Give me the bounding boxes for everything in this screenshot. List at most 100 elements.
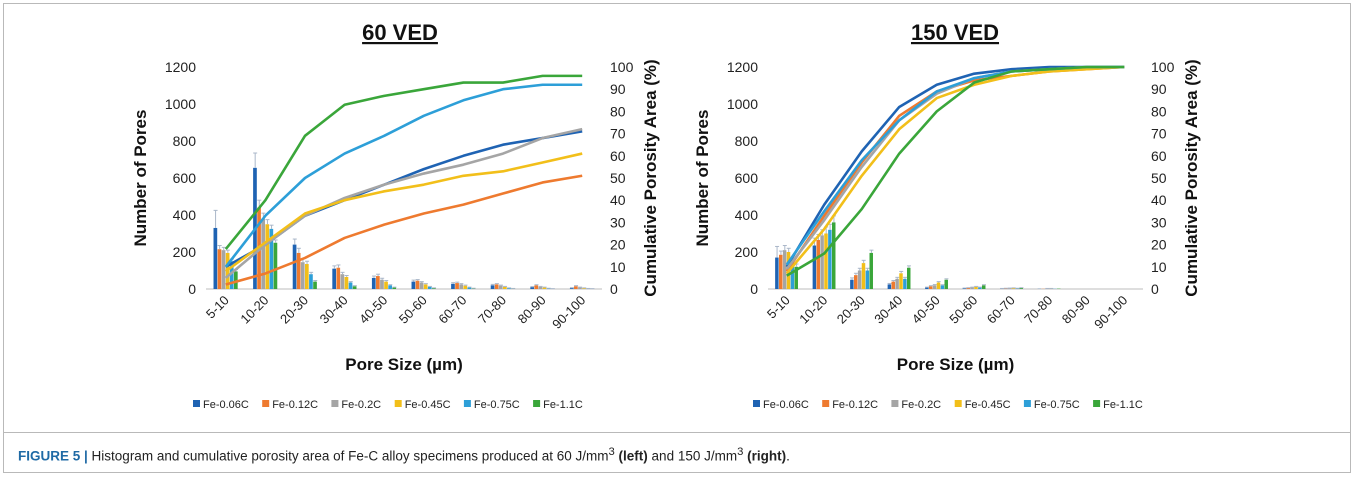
chart2-x-tick-label: 60-70 xyxy=(984,293,1018,327)
chart1-x-tick-label: 20-30 xyxy=(277,293,311,327)
chart1-bar xyxy=(384,281,388,289)
chart2-y2-tick-label: 10 xyxy=(1151,259,1167,275)
chart1-bar xyxy=(273,242,278,289)
chart1-bar xyxy=(411,281,416,289)
chart2-y-tick-label: 600 xyxy=(735,170,759,186)
chart1-bar xyxy=(300,262,305,289)
chart1-bar xyxy=(348,282,353,289)
chart1-y2-tick-label: 30 xyxy=(610,214,626,230)
chart1-bar xyxy=(309,274,313,289)
chart2-bar xyxy=(865,270,870,289)
chart2-bar xyxy=(899,273,903,289)
chart1-bar xyxy=(233,271,238,289)
chart1-bar xyxy=(427,286,432,289)
caption-sup-2: 3 xyxy=(737,446,744,458)
chart1-y2-tick-label: 80 xyxy=(610,103,626,119)
chart1-bar xyxy=(507,288,511,289)
chart1-bar xyxy=(467,287,472,289)
chart2-cumulative-line xyxy=(785,65,1125,275)
chart1-legend-label: Fe-0.45C xyxy=(405,399,451,411)
chart1-y-tick-label: 0 xyxy=(188,281,196,297)
chart1-bar xyxy=(265,224,270,289)
chart1-bar xyxy=(269,228,274,290)
chart1-bar xyxy=(569,288,574,289)
chart2-y2-tick-label: 50 xyxy=(1151,170,1167,186)
chart2-legend-swatch xyxy=(822,400,830,407)
chart2-legend-swatch xyxy=(1093,400,1101,407)
chart1-cumulative-line xyxy=(224,83,583,268)
chart2-bar xyxy=(869,252,873,289)
chart1-bar xyxy=(534,285,539,289)
chart2-bar xyxy=(962,288,967,289)
chart1-x-tick-label: 10-20 xyxy=(237,293,271,327)
chart1-bar xyxy=(296,252,301,289)
chart1-bar xyxy=(352,286,357,289)
chart1-y-tick-label: 1000 xyxy=(165,96,196,112)
chart2-x-tick-label: 80-90 xyxy=(1059,293,1093,327)
chart1-bar xyxy=(574,286,578,289)
chart1-bar xyxy=(415,280,420,289)
chart2-bar xyxy=(1019,287,1023,289)
caption-label: FIGURE 5 | xyxy=(18,448,88,464)
chart2-legend-label: Fe-0.12C xyxy=(832,399,878,411)
chart1-bar xyxy=(313,281,317,289)
chart2-bar xyxy=(970,287,974,289)
chart1-bar xyxy=(213,227,218,289)
chart1-legend-label: Fe-0.12C xyxy=(272,399,318,411)
chart2-legend-swatch xyxy=(954,400,962,407)
chart1-y2-tick-label: 100 xyxy=(610,59,634,75)
chart2-x-tick-label: 50-60 xyxy=(946,293,980,327)
chart2-bar xyxy=(790,261,795,289)
chart1-bar xyxy=(332,268,337,289)
chart2-bar xyxy=(936,282,941,289)
chart2-y2-tick-label: 60 xyxy=(1151,148,1167,164)
chart1-x-tick-label: 30-40 xyxy=(317,293,351,327)
chart2-x-tick-label: 40-50 xyxy=(909,293,943,327)
chart2-bar xyxy=(982,285,986,289)
chart2-title: 150 VED xyxy=(911,20,999,45)
chart1-y2-tick-label: 90 xyxy=(610,81,626,97)
chart1-y2-tick-label: 10 xyxy=(610,259,626,275)
figure-caption: FIGURE 5 | Histogram and cumulative poro… xyxy=(18,446,790,464)
chart1-legend-label: Fe-1.1C xyxy=(543,399,583,411)
chart2-y-tick-label: 800 xyxy=(735,133,759,149)
chart1-cumulative-line xyxy=(225,152,583,273)
chart1-y2-tick-label: 50 xyxy=(610,170,626,186)
chart2-y2-tick-label: 90 xyxy=(1151,81,1167,97)
chart2-bar xyxy=(929,286,933,289)
chart1-bar xyxy=(229,261,234,289)
chart1-bar xyxy=(371,277,376,289)
chart1-x-tick-label: 70-80 xyxy=(475,293,509,327)
chart1-bar xyxy=(431,288,436,289)
chart2-x-tick-label: 90-100 xyxy=(1091,293,1130,332)
caption-divider xyxy=(3,432,1351,433)
chart2-bar xyxy=(824,233,828,289)
chart2-y-tick-label: 200 xyxy=(735,244,759,260)
caption-bold-left: (left) xyxy=(614,448,648,464)
chart2-legend-label: Fe-0.75C xyxy=(1034,399,1080,411)
chart1-bar xyxy=(542,287,547,289)
chart2-legend-label: Fe-0.2C xyxy=(901,399,941,411)
chart2-bar xyxy=(895,278,899,289)
chart1-y-tick-label: 1200 xyxy=(165,59,196,75)
chart2-x-axis-title: Pore Size (µm) xyxy=(897,355,1015,374)
chart2-bar xyxy=(832,222,836,289)
chart1-bar xyxy=(498,285,503,289)
chart1-legend-swatch xyxy=(331,400,339,407)
chart2-legend-label: Fe-0.45C xyxy=(965,399,1011,411)
chart2-bar xyxy=(828,229,832,289)
chart2-y-tick-label: 1000 xyxy=(727,96,758,112)
chart2-bar xyxy=(794,266,798,289)
chart1-bar xyxy=(344,276,349,289)
chart1-bar xyxy=(292,244,297,289)
chart1-legend-label: Fe-0.2C xyxy=(341,399,381,411)
chart2-y2-tick-label: 70 xyxy=(1151,126,1167,142)
caption-bold-right: (right) xyxy=(743,448,787,464)
chart1-x-tick-label: 80-90 xyxy=(515,293,549,327)
chart2-bar xyxy=(974,286,978,289)
chart2-legend-label: Fe-1.1C xyxy=(1103,399,1143,411)
chart1-cumulative-line xyxy=(225,130,583,268)
chart1-cumulative-line xyxy=(224,74,583,250)
chart2-legend-label: Fe-0.06C xyxy=(763,399,809,411)
chart2-bar xyxy=(1007,288,1012,289)
